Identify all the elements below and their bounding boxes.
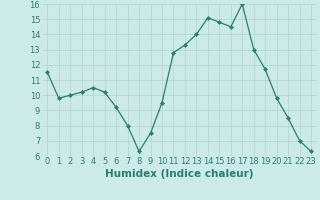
X-axis label: Humidex (Indice chaleur): Humidex (Indice chaleur) [105, 169, 253, 179]
